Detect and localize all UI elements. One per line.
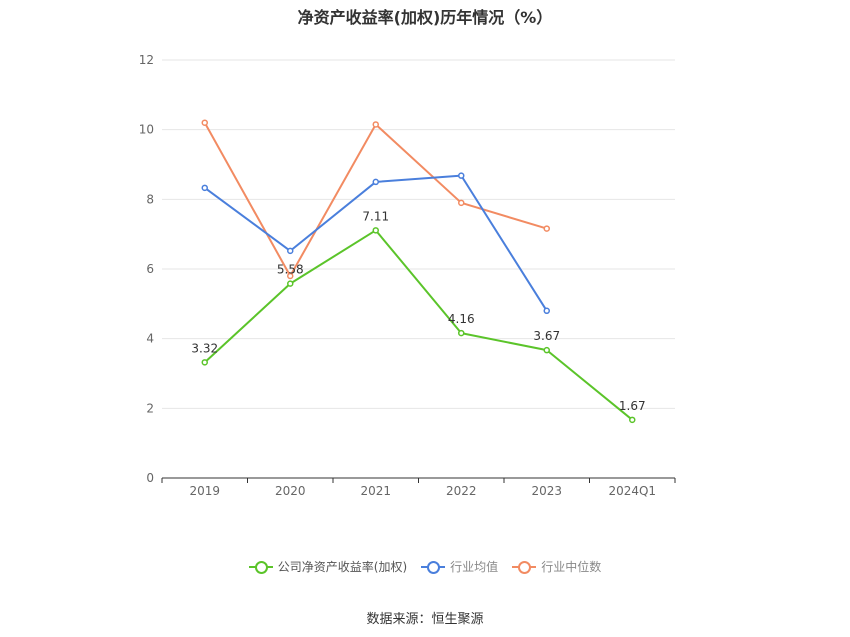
chart-title: 净资产收益率(加权)历年情况（%）	[297, 8, 553, 27]
legend-swatch	[248, 560, 273, 574]
data-point	[629, 416, 636, 424]
data-label: 1.67	[619, 399, 646, 413]
series-line	[204, 174, 548, 312]
legend-item[interactable]: 公司净资产收益率(加权)	[248, 558, 408, 575]
data-point	[201, 119, 208, 126]
x-tick-label: 2022	[446, 484, 477, 498]
x-tick-label: 2023	[531, 484, 562, 498]
legend-swatch	[421, 560, 446, 574]
data-point	[287, 247, 294, 255]
data-point	[372, 178, 379, 186]
y-tick-label: 4	[146, 332, 154, 346]
data-label: 7.11	[362, 209, 389, 223]
gridlines	[162, 59, 675, 409]
data-point	[458, 172, 465, 179]
legend: 公司净资产收益率(加权) 行业均值 行业中位数	[0, 558, 850, 575]
y-tick-label: 12	[139, 53, 154, 67]
y-tick-label: 0	[146, 471, 154, 485]
x-tick-label: 2020	[275, 484, 306, 498]
y-tick-label: 10	[139, 123, 154, 137]
y-tick-label: 8	[146, 192, 154, 206]
legend-label: 行业均值	[450, 560, 499, 574]
data-point	[543, 307, 550, 315]
data-point	[287, 280, 294, 287]
data-point	[372, 121, 379, 128]
data-labels: 3.32 5.58 7.11 4.16 3.67 1.67	[191, 209, 645, 412]
data-point	[201, 184, 208, 192]
legend-item[interactable]: 行业均值	[421, 558, 498, 575]
series-lines	[201, 119, 636, 424]
legend-label: 公司净资产收益率(加权)	[277, 560, 408, 574]
data-source: 数据来源：恒生聚源	[366, 612, 484, 627]
x-tick-label: 2024Q1	[608, 484, 656, 498]
data-point	[543, 346, 550, 354]
data-label: 3.67	[533, 329, 560, 343]
legend-swatch	[512, 560, 537, 574]
data-point	[458, 199, 465, 207]
y-tick-label: 6	[146, 262, 154, 276]
axes: 0 2 4 6 8 10 12 2019 2020 2021 2022 2023 2024Q1	[139, 53, 676, 498]
data-label: 3.32	[191, 341, 218, 355]
data-point	[372, 227, 379, 234]
legend-label: 行业中位数	[541, 560, 602, 574]
data-label: 5.58	[277, 263, 304, 277]
data-label: 4.16	[448, 312, 475, 326]
data-point	[458, 329, 465, 337]
data-point	[543, 225, 550, 232]
data-point	[287, 272, 294, 280]
y-tick-label: 2	[146, 401, 154, 415]
legend-item[interactable]: 行业中位数	[512, 558, 601, 575]
data-point	[201, 359, 208, 366]
series-line	[204, 229, 633, 421]
x-tick-label: 2021	[360, 484, 391, 498]
x-tick-label: 2019	[189, 484, 220, 498]
